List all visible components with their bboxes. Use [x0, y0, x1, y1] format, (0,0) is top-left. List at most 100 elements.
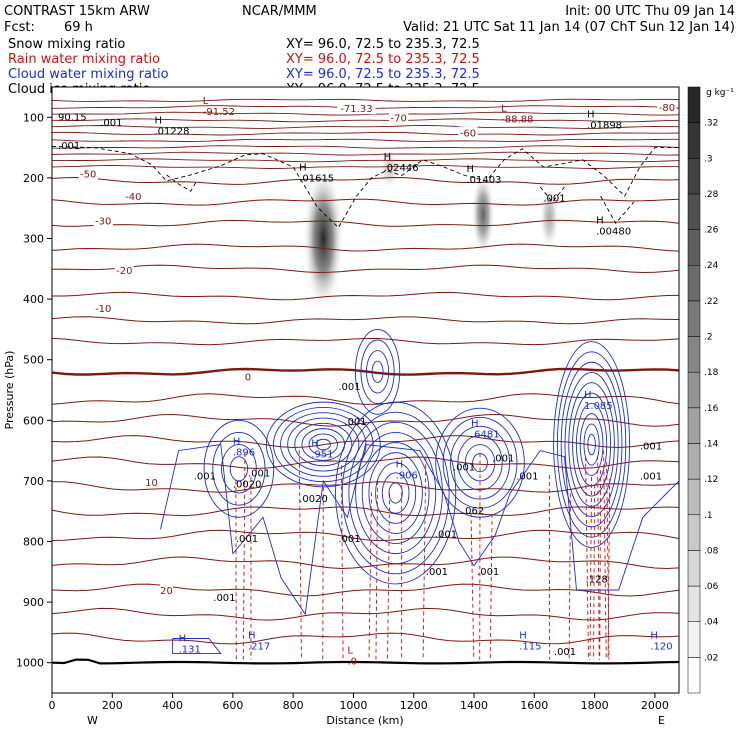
temperature-label-bg — [145, 476, 158, 489]
extremum-value: .115 — [519, 642, 541, 653]
extremum-value: .906 — [396, 471, 418, 482]
rain-water-contour — [597, 455, 600, 660]
cloud-water-contour — [203, 419, 275, 518]
snow-core — [539, 183, 560, 251]
contour-value-label: .001 — [194, 472, 216, 483]
contour-value-label: .001 — [248, 469, 270, 480]
temperature-contour — [52, 583, 679, 597]
cloud-water-contour — [172, 638, 222, 655]
colorbar-tick-label: .08 — [704, 546, 719, 556]
temperature-contour — [52, 198, 679, 206]
temperature-contour — [52, 145, 679, 149]
temperature-contour — [52, 138, 679, 142]
x-tick-label: 1800 — [581, 699, 609, 712]
temperature-contour — [52, 158, 679, 163]
x-tick-label: 1400 — [460, 699, 488, 712]
extremum-letter: H — [384, 152, 392, 163]
y-tick-label: 400 — [23, 293, 44, 306]
colorbar-swatch — [687, 336, 701, 373]
x-tick-label: 1600 — [520, 699, 548, 712]
cloud-water-contour — [564, 371, 619, 518]
contour-value-label: 90.15 — [58, 112, 87, 123]
temperature-contour — [52, 481, 679, 493]
x-axis-label: Distance (km) — [326, 714, 403, 727]
temperature-label: -60 — [460, 128, 476, 139]
y-axis-label: Pressure (hPa) — [3, 351, 16, 430]
extremum-value: .01615 — [299, 174, 334, 185]
extremum-value: .00480 — [596, 226, 631, 237]
snow-core — [471, 171, 495, 257]
colorbar-tick-label: .2 — [704, 333, 713, 343]
colorbar-tick-label: .18 — [704, 368, 719, 378]
colorbar-swatch — [687, 478, 701, 516]
temperature-contour — [52, 98, 679, 102]
fcst-value: 69 h — [64, 20, 93, 35]
colorbar-tick-label: .22 — [704, 297, 718, 307]
extremum-letter: H — [584, 390, 592, 401]
contour-value-label: .001 — [477, 567, 499, 578]
temperature-contour — [52, 506, 679, 517]
temperature-label: 0 — [245, 373, 251, 384]
rain-water-contour — [585, 456, 589, 660]
contour-value-label: .001 — [543, 194, 565, 205]
cloud-water-contour — [360, 339, 395, 405]
colorbar-swatch — [687, 657, 701, 694]
temperature-label: -20 — [116, 266, 132, 277]
temperature-contour — [52, 316, 679, 325]
extremum-value: .217 — [248, 642, 270, 653]
colorbar-swatch — [687, 264, 701, 302]
cloud-water-contour — [371, 360, 384, 383]
extremum-value: .01228 — [154, 126, 189, 137]
temperature-label: -40 — [125, 192, 141, 203]
temperature-label: -50 — [80, 170, 96, 181]
extremum-letter: H — [179, 634, 187, 645]
cloud-water-contour — [361, 442, 430, 544]
temperature-contour — [52, 529, 679, 542]
extremum-letter: H — [299, 163, 307, 174]
cloud-water-contour — [348, 421, 443, 565]
temperature-label: -70 — [390, 113, 406, 124]
cloud-water-contour — [341, 411, 450, 575]
temperature-label-bg — [244, 370, 252, 383]
x-tick-label: 800 — [283, 699, 304, 712]
x-end-right: E — [658, 714, 665, 727]
extremum-letter: H — [471, 418, 479, 429]
rain-water-contour — [422, 457, 427, 660]
extremum-letter: H — [248, 631, 256, 642]
temperature-label: -30 — [95, 216, 111, 227]
extremum-letter: H — [233, 437, 241, 448]
temperature-label-bg — [123, 190, 143, 203]
rain-water-contour — [470, 512, 475, 660]
temperature-label: 10 — [145, 478, 158, 489]
temperature-contour — [52, 176, 679, 185]
y-tick-label: 900 — [23, 596, 44, 609]
contour-value-label: .0020 — [233, 480, 262, 491]
valid-time: Valid: 21 UTC Sat 11 Jan 14 (07 ChT Sun … — [403, 20, 735, 35]
temperature-label: 20 — [160, 586, 173, 597]
contour-value-label: .001 — [426, 567, 448, 578]
extremum-value: .896 — [233, 448, 255, 459]
temperature-contour — [52, 111, 679, 116]
cloud-ice-contour — [600, 195, 635, 225]
y-tick-label: 800 — [23, 536, 44, 549]
rain-water-contour — [322, 487, 324, 660]
colorbar-tick-label: .24 — [704, 261, 719, 271]
cloud-water-contour — [229, 456, 249, 482]
contour-value-label: .001 — [516, 472, 538, 483]
extremum-letter: L — [347, 646, 353, 657]
temperature-contour — [52, 264, 679, 274]
colorbar-swatch — [687, 621, 701, 658]
temperature-label: -80 — [659, 103, 675, 114]
cloud-water-contour — [315, 438, 331, 451]
cloud-water-contour — [355, 431, 437, 555]
colorbar-swatch — [687, 585, 701, 622]
temperature-label-bg — [93, 302, 113, 315]
temperature-label-bg — [337, 102, 376, 115]
colorbar-swatch — [687, 514, 701, 551]
contour-value-label: .062 — [462, 506, 484, 517]
y-tick-label: 300 — [23, 233, 44, 246]
x-end-left: W — [87, 714, 98, 727]
colorbar-tick-label: .26 — [704, 226, 719, 236]
colorbar-swatch — [687, 86, 701, 123]
temperature-label-bg — [657, 100, 677, 113]
